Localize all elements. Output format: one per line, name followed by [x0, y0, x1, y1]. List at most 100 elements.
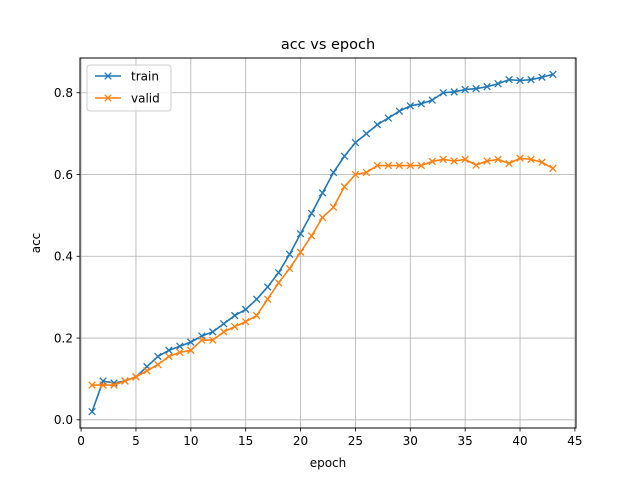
data-point-train — [263, 283, 272, 291]
data-point-valid — [494, 155, 502, 164]
data-point-train — [406, 102, 415, 110]
data-point-train — [165, 346, 173, 355]
data-point-valid — [219, 328, 228, 336]
x-tick-label: 15 — [238, 434, 253, 448]
data-point-valid — [527, 155, 535, 164]
x-tick-label: 5 — [132, 434, 140, 448]
data-point-train — [318, 189, 327, 197]
data-point-valid — [154, 360, 162, 369]
y-tick-label: 0.4 — [54, 250, 73, 264]
data-point-train — [516, 76, 524, 85]
x-tick-label: 35 — [458, 434, 473, 448]
x-axis-title: epoch — [310, 456, 347, 470]
data-point-valid — [230, 322, 239, 331]
data-point-valid — [450, 157, 458, 165]
legend: train valid — [86, 64, 172, 112]
data-point-valid — [340, 183, 349, 191]
data-point-valid — [549, 164, 557, 173]
data-point-train — [88, 407, 96, 416]
y-axis-ticks: 0.0 0.2 0.4 0.6 0.8 — [54, 86, 80, 427]
x-tick-label: 25 — [348, 434, 363, 448]
data-point-train — [439, 88, 447, 97]
data-point-valid — [329, 203, 338, 211]
data-point-train — [373, 120, 382, 129]
data-point-valid — [110, 381, 118, 389]
y-tick-label: 0.8 — [54, 86, 73, 100]
legend-label: valid — [131, 91, 160, 105]
data-point-train — [340, 152, 349, 160]
x-tick-label: 10 — [183, 434, 198, 448]
data-point-valid — [318, 213, 327, 222]
legend-label: train — [131, 69, 159, 83]
data-point-train — [384, 114, 393, 122]
data-point-train — [461, 85, 469, 94]
data-point-train — [494, 79, 502, 88]
data-point-valid — [274, 279, 283, 287]
data-point-valid — [362, 168, 371, 177]
data-point-train — [472, 84, 480, 93]
x-tick-label: 45 — [567, 434, 582, 448]
data-point-valid — [472, 161, 480, 169]
x-tick-label: 40 — [512, 434, 527, 448]
data-point-train — [538, 73, 546, 81]
data-point-valid — [263, 295, 272, 303]
data-point-valid — [428, 157, 437, 166]
plot-series — [88, 70, 557, 416]
data-point-train — [274, 268, 283, 277]
data-point-train — [187, 338, 195, 346]
data-point-valid — [373, 161, 382, 170]
data-point-valid — [187, 346, 195, 355]
data-point-train — [285, 250, 294, 259]
chart-title: acc vs epoch — [281, 37, 375, 53]
y-tick-label: 0.6 — [54, 168, 73, 182]
data-point-valid — [395, 161, 404, 170]
data-point-train — [176, 342, 184, 350]
x-axis-ticks: 0 5 10 15 20 25 30 35 40 45 — [77, 428, 583, 448]
x-tick-label: 0 — [77, 434, 85, 448]
data-point-train — [450, 88, 458, 96]
data-point-valid — [165, 352, 173, 361]
data-point-valid — [417, 161, 426, 170]
legend-marker — [104, 72, 112, 80]
data-point-valid — [121, 377, 129, 385]
data-point-train — [527, 75, 535, 84]
data-point-valid — [88, 381, 96, 389]
data-point-train — [417, 100, 426, 108]
data-point-valid — [505, 159, 513, 168]
data-point-train — [230, 311, 239, 320]
data-point-valid — [143, 367, 151, 375]
data-point-train — [307, 209, 316, 218]
data-point-valid — [241, 317, 250, 326]
y-axis-title: acc — [29, 233, 43, 254]
data-point-valid — [439, 155, 447, 164]
data-point-valid — [461, 155, 469, 164]
data-point-valid — [198, 336, 206, 344]
data-point-train — [428, 96, 437, 104]
data-point-valid — [406, 161, 415, 170]
grid-lines — [80, 58, 576, 428]
data-point-train — [252, 295, 261, 303]
data-point-train — [549, 70, 557, 79]
data-point-train — [296, 230, 305, 238]
data-point-train — [505, 75, 513, 84]
data-point-valid — [252, 311, 261, 320]
data-point-valid — [296, 248, 305, 256]
data-point-train — [241, 305, 250, 314]
data-point-valid — [351, 170, 360, 179]
data-point-train — [329, 168, 338, 177]
data-point-train — [362, 129, 371, 138]
data-point-valid — [132, 373, 140, 381]
x-tick-label: 20 — [293, 434, 308, 448]
data-point-train — [351, 138, 360, 147]
data-point-valid — [516, 154, 524, 162]
data-point-valid — [176, 348, 184, 357]
plot-frame — [79, 57, 577, 429]
data-point-valid — [209, 336, 217, 344]
data-point-train — [209, 328, 217, 336]
data-point-train — [395, 107, 404, 115]
data-point-train — [483, 82, 491, 91]
x-tick-label: 30 — [403, 434, 418, 448]
series-line-train — [91, 73, 554, 412]
data-point-valid — [483, 157, 491, 165]
